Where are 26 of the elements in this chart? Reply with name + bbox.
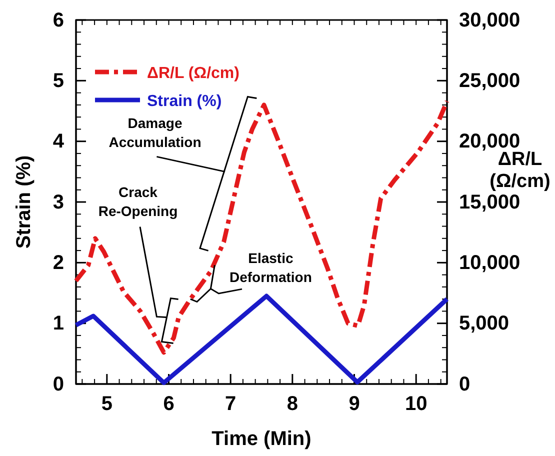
- y-tick-label: 0: [52, 373, 64, 396]
- annotation: Elastic Deformation: [229, 250, 312, 285]
- x-tick-label: 9: [348, 393, 360, 416]
- y2-tick-label: 15,000: [459, 191, 520, 214]
- x-tick-label: 5: [101, 393, 112, 416]
- y-tick-label: 4: [52, 130, 65, 153]
- legend-label: ΔR/L (Ω/cm): [147, 65, 240, 82]
- y2-tick-label: 5,000: [459, 312, 510, 335]
- x-tick-label: 7: [225, 393, 236, 416]
- y2-tick-label: 30,000: [459, 9, 520, 32]
- x-tick-label: 10: [404, 393, 428, 416]
- annotation: Crack Re-Opening: [98, 184, 178, 219]
- x-axis-title: Time (Min): [212, 428, 312, 450]
- y-axis-title: Strain (%): [13, 155, 35, 249]
- annotation: Damage Accumulation: [108, 115, 202, 150]
- y-tick-label: 1: [52, 312, 64, 335]
- legend-label: Strain (%): [147, 93, 222, 110]
- y-tick-label: 6: [52, 9, 64, 32]
- y-tick-label: 2: [52, 252, 64, 274]
- y2-tick-label: 0: [459, 373, 470, 396]
- y-tick-label: 3: [52, 191, 64, 214]
- x-tick-label: 6: [163, 393, 174, 416]
- y2-tick-label: 10,000: [459, 252, 520, 274]
- y2-tick-label: 25,000: [459, 70, 520, 92]
- y-tick-label: 5: [52, 70, 64, 92]
- x-tick-label: 8: [286, 393, 298, 416]
